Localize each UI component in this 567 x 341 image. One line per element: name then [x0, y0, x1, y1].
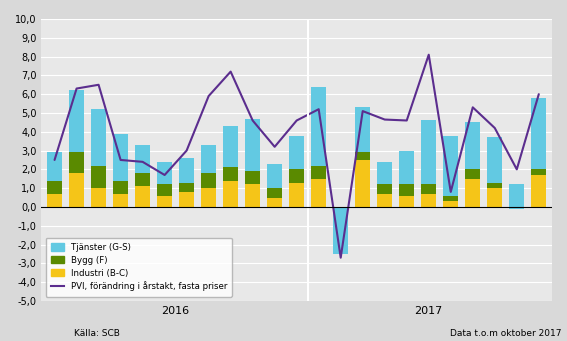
- Text: Källa: SCB: Källa: SCB: [74, 329, 120, 338]
- Bar: [289, 169, 304, 182]
- Bar: [179, 158, 194, 182]
- Legend: Tjänster (G-S), Bygg (F), Industri (B-C), PVI, förändring i årstakt, fasta prise: Tjänster (G-S), Bygg (F), Industri (B-C)…: [46, 238, 232, 297]
- Bar: [113, 134, 128, 181]
- Bar: [377, 194, 392, 207]
- Bar: [157, 196, 172, 207]
- Bar: [289, 182, 304, 207]
- Bar: [355, 152, 370, 160]
- Bar: [91, 109, 106, 166]
- Bar: [509, 184, 524, 209]
- Bar: [223, 181, 238, 207]
- Bar: [201, 173, 217, 188]
- Bar: [421, 184, 437, 194]
- Bar: [443, 196, 459, 201]
- Bar: [399, 184, 414, 196]
- Bar: [311, 166, 327, 179]
- Bar: [91, 188, 106, 207]
- Text: Data t.o.m oktober 2017: Data t.o.m oktober 2017: [450, 329, 561, 338]
- Bar: [443, 135, 459, 196]
- Bar: [157, 184, 172, 196]
- Bar: [311, 87, 327, 166]
- Bar: [311, 179, 327, 207]
- Bar: [69, 173, 84, 207]
- Bar: [91, 166, 106, 188]
- Bar: [179, 182, 194, 192]
- Bar: [531, 175, 547, 207]
- Bar: [135, 145, 150, 173]
- Bar: [113, 181, 128, 194]
- Bar: [201, 145, 217, 173]
- Bar: [69, 152, 84, 173]
- Bar: [69, 90, 84, 152]
- Bar: [355, 107, 370, 152]
- Bar: [267, 188, 282, 197]
- Bar: [113, 194, 128, 207]
- Bar: [465, 169, 480, 179]
- Bar: [487, 188, 502, 207]
- Bar: [355, 160, 370, 207]
- Bar: [135, 186, 150, 207]
- Bar: [47, 152, 62, 181]
- Bar: [157, 162, 172, 184]
- Bar: [399, 196, 414, 207]
- Bar: [377, 184, 392, 194]
- Bar: [531, 169, 547, 175]
- Bar: [421, 120, 437, 184]
- Bar: [487, 182, 502, 188]
- Bar: [47, 181, 62, 194]
- Bar: [399, 151, 414, 184]
- Bar: [377, 162, 392, 184]
- Bar: [267, 197, 282, 207]
- Bar: [245, 184, 260, 207]
- Bar: [465, 122, 480, 169]
- Bar: [223, 167, 238, 181]
- Bar: [443, 201, 459, 207]
- Bar: [267, 164, 282, 188]
- Bar: [135, 173, 150, 186]
- Bar: [289, 135, 304, 169]
- Bar: [333, 207, 348, 254]
- Bar: [531, 98, 547, 169]
- Bar: [179, 192, 194, 207]
- Bar: [465, 179, 480, 207]
- Bar: [421, 194, 437, 207]
- Bar: [47, 194, 62, 207]
- Bar: [245, 171, 260, 184]
- Bar: [487, 137, 502, 182]
- Bar: [201, 188, 217, 207]
- Bar: [223, 126, 238, 167]
- Bar: [509, 207, 524, 209]
- Bar: [245, 119, 260, 171]
